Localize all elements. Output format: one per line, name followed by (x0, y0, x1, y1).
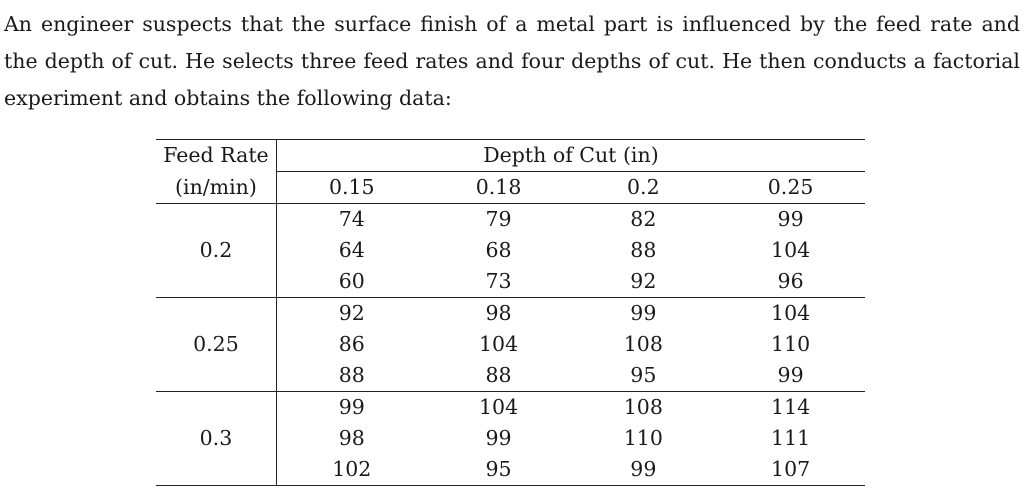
depth-header-3: 0.25 (716, 171, 865, 204)
table-cell: 88 (630, 238, 657, 262)
problem-line-3: experiment and obtains the following dat… (4, 86, 452, 110)
table-cell: 88 (338, 363, 365, 387)
table-cell: 82 (570, 203, 717, 235)
table-cell: 99 (570, 454, 717, 486)
table-cell: 98 (338, 426, 365, 450)
table-cell: 110 (771, 332, 811, 356)
depth-header-2: 0.2 (570, 171, 717, 204)
feed-rate-cell: 0.3 (156, 391, 277, 486)
table-cell: 79 (426, 203, 571, 235)
table-cell: 99 (716, 203, 865, 235)
problem-statement: An engineer suspects that the surface fi… (4, 6, 1020, 117)
feed-rate-cell: 0.2 (156, 203, 277, 298)
table-cell: 108 (570, 391, 717, 423)
table-cell: 108 (623, 332, 663, 356)
table-row: 86 104 108 110 (156, 329, 865, 360)
table-cell: 86 (338, 332, 365, 356)
table-cell: 68 (485, 238, 512, 262)
table-cell: 98 (426, 297, 571, 329)
table-row: 0.3 99 104 108 114 (156, 391, 865, 486)
feed-rate-header: Feed Rate (156, 139, 277, 172)
depth-header-1: 0.18 (426, 171, 571, 204)
table-row: 0.2 74 79 82 99 (156, 203, 865, 298)
table-cell: 104 (716, 297, 865, 329)
table-cell: 99 (570, 297, 717, 329)
table-cell: 92 (276, 297, 427, 329)
table-cell: 73 (485, 269, 512, 293)
surface-finish-data-table: Feed Rate Depth of Cut (in) (in/min) 0.1… (156, 139, 865, 486)
table-cell: 114 (716, 391, 865, 423)
table-cell: 88 (485, 363, 512, 387)
table-cell: 104 (771, 238, 811, 262)
depth-header-0: 0.15 (276, 171, 427, 204)
table-cell: 60 (338, 269, 365, 293)
feed-rate-unit-header: (in/min) (156, 171, 277, 204)
table-cell: 111 (771, 426, 811, 450)
table-cell: 99 (777, 363, 804, 387)
table-cell: 95 (426, 454, 571, 486)
table-cell: 107 (716, 454, 865, 486)
table-cell: 104 (426, 391, 571, 423)
table-row: 102 95 99 107 (156, 454, 865, 486)
table-cell: 95 (630, 363, 657, 387)
depth-of-cut-header: Depth of Cut (in) (276, 139, 865, 172)
table-row: 60 73 92 96 (156, 266, 865, 298)
table-cell: 110 (623, 426, 663, 450)
table-cell: 99 (485, 426, 512, 450)
table-row: 64 68 88 104 (156, 235, 865, 266)
table-row: 0.25 92 98 99 104 (156, 297, 865, 392)
table-row: 98 99 110 111 (156, 423, 865, 454)
problem-line-1: An engineer suspects that the surface fi… (4, 12, 1020, 36)
feed-rate-cell: 0.25 (156, 297, 277, 392)
table-cell: 96 (777, 269, 804, 293)
table-cell: 102 (276, 454, 427, 486)
problem-line-2: the depth of cut. He selects three feed … (4, 49, 1020, 73)
table-cell: 74 (276, 203, 427, 235)
table-row: 88 88 95 99 (156, 360, 865, 392)
table-cell: 64 (338, 238, 365, 262)
table-cell: 99 (276, 391, 427, 423)
table-cell: 92 (630, 269, 657, 293)
table-cell: 104 (478, 332, 519, 356)
